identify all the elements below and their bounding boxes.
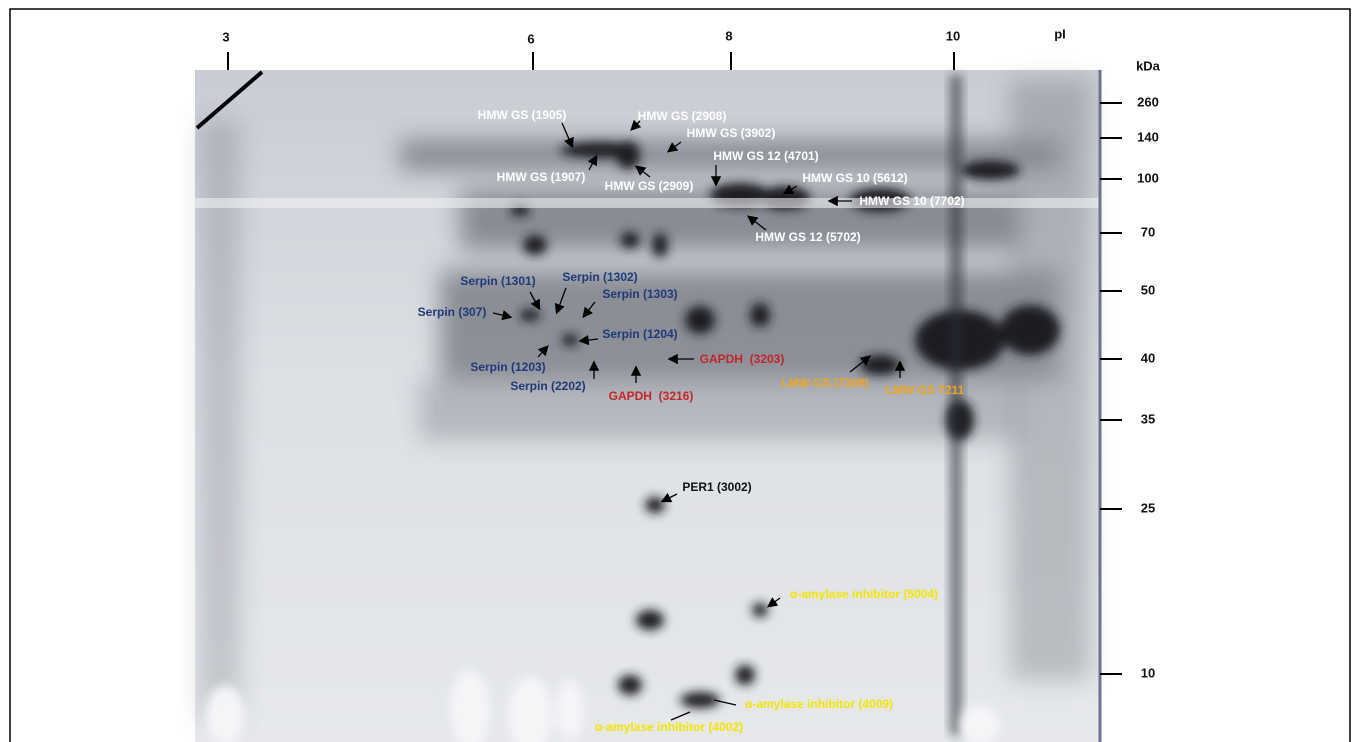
kda-tick-label: 100 xyxy=(1137,170,1159,185)
shape xyxy=(735,665,755,685)
annotation-label: Serpin (2202) xyxy=(510,379,585,393)
annotation-label: HMW GS 10 (5612) xyxy=(802,171,907,185)
annotation-label: Serpin (1203) xyxy=(470,360,545,374)
annotation-label: Serpin (1302) xyxy=(562,270,637,284)
pi-tick-label: 3 xyxy=(222,29,229,44)
kda-tick-label: 25 xyxy=(1141,500,1155,515)
annotation-label: PER1 (3002) xyxy=(682,480,751,494)
kda-tick-label: 70 xyxy=(1141,224,1155,239)
pi-tick-label: 8 xyxy=(725,28,732,43)
kda-axis-label: kDa xyxy=(1136,58,1161,73)
shape xyxy=(685,306,715,334)
kda-tick-label: 260 xyxy=(1137,94,1159,109)
annotation-label: LMW GS 7211 xyxy=(886,383,965,397)
annotation-label: HMW GS 12 (5702) xyxy=(755,230,860,244)
annotation-label: GAPDH (3216) xyxy=(609,389,694,403)
shape xyxy=(636,610,664,630)
shape xyxy=(1000,305,1060,355)
figure: 3 6 8 10 pI kDa 260 140 100 70 50 40 35 25 10 HM… xyxy=(0,0,1360,742)
annotation-label: HMW GS (2909) xyxy=(605,179,694,193)
annotation-label: Serpin (1204) xyxy=(602,327,677,341)
shape xyxy=(752,603,768,617)
shape xyxy=(620,232,640,248)
shape xyxy=(652,233,668,257)
shape xyxy=(556,680,584,740)
shape xyxy=(523,235,547,255)
annotation-label: α-amylase inhibitor (4009) xyxy=(745,697,893,711)
annotation-label: HMW GS (1905) xyxy=(478,108,567,122)
pi-axis: 3 6 8 10 pI xyxy=(222,26,1065,70)
shape xyxy=(1010,80,1090,680)
shape xyxy=(618,675,642,695)
annotation-label: HMW GS 10 (7702) xyxy=(859,194,964,208)
kda-tick-label: 10 xyxy=(1141,665,1155,680)
annotation-label: HMW GS (2908) xyxy=(638,109,727,123)
shape xyxy=(960,160,1020,180)
gel-streak xyxy=(950,75,962,735)
shape xyxy=(645,497,665,513)
shape xyxy=(562,334,578,346)
annotation-label: Serpin (1303) xyxy=(602,287,677,301)
annotation-label: GAPDH (3203) xyxy=(700,352,785,366)
annotation-label: LMW GS (7309) xyxy=(781,376,868,390)
shape xyxy=(750,303,770,327)
shape xyxy=(520,309,540,321)
kda-tick-label: 40 xyxy=(1141,350,1155,365)
annotation-label: α-amylase inhibitor (4002) xyxy=(595,720,743,734)
shape xyxy=(860,355,900,375)
gel-image xyxy=(195,70,1100,742)
shape xyxy=(616,141,640,169)
annotation-label: Serpin (307) xyxy=(418,305,487,319)
annotation-label: HMW GS (3902) xyxy=(687,126,776,140)
kda-tick-label: 50 xyxy=(1141,282,1155,297)
annotation-label: HMW GS 12 (4701) xyxy=(713,149,818,163)
pi-tick-label: 10 xyxy=(946,28,960,43)
pi-tick-label: 6 xyxy=(527,31,534,46)
annotation-label: Serpin (1301) xyxy=(460,274,535,288)
pi-axis-label: pI xyxy=(1054,26,1066,41)
annotation-label: α-amylase inhibitor (5004) xyxy=(790,587,938,601)
shape xyxy=(200,120,240,720)
kda-axis: kDa 260 140 100 70 50 40 35 25 10 xyxy=(1100,58,1161,680)
annotation-label: HMW GS (1907) xyxy=(497,170,586,184)
kda-tick-label: 35 xyxy=(1141,411,1155,426)
kda-tick-label: 140 xyxy=(1137,129,1159,144)
